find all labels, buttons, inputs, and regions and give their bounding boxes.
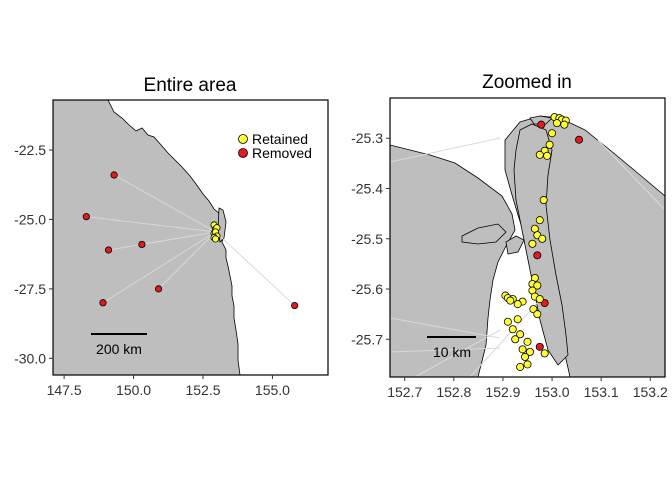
y-tick-label-zoomed-in: -25.7 [351,331,383,347]
legend: Retained Removed [238,131,312,161]
retained-point [540,349,549,358]
x-tick-label-zoomed-in: 152.8 [436,384,471,400]
removed-point [82,213,90,221]
retained-point [535,216,544,225]
track-line [414,329,501,377]
track-line [469,299,541,377]
points-entire-area [82,171,299,310]
y-axis-zoomed-in: -25.3 -25.4 -25.5 -25.6 -25.7 [351,130,390,347]
track-line [597,139,665,211]
removed-point [575,135,584,144]
legend-swatch-retained [238,134,248,144]
retained-point [528,239,537,248]
removed-point [535,342,544,351]
y-tick-label-entire-area: -25.0 [14,211,46,227]
retained-point [535,295,544,304]
removed-point [537,120,546,129]
retained-point [511,335,520,344]
retained-point [539,196,548,205]
x-axis-entire-area: 147.5 150.0 152.5 155.0 [47,375,290,398]
points-zoomed-in [501,113,584,371]
island-small-2 [505,235,525,255]
retained-point [516,362,525,371]
removed-point [104,246,113,254]
x-tick-label-zoomed-in: 152.9 [485,384,520,400]
panel-entire-area: Entire area 147.5 150.0 152.5 155.0 -22.5-2… [14,75,329,398]
legend-label-removed: Removed [252,145,312,161]
retained-point [513,300,522,309]
removed-point [99,299,107,307]
retained-point [523,337,532,346]
panel-title-zoomed-in: Zoomed in [482,72,572,93]
y-tick-label-entire-area: -22.5 [14,142,46,158]
legend-label-retained: Retained [252,131,308,147]
track-lines-zoomed-in [390,137,665,377]
track-line [158,231,216,290]
retained-point [543,151,552,160]
retained-point [538,234,547,243]
retained-point [560,120,569,129]
scale-bar-label-zoomed-in: 10 km [433,344,471,360]
retained-point [503,317,512,326]
y-tick-label-zoomed-in: -25.3 [351,130,383,146]
track-line [102,231,216,304]
x-tick-label-zoomed-in: 153.0 [535,384,570,400]
y-tick-label-zoomed-in: -25.4 [351,180,383,196]
x-axis-zoomed-in: 152.7 152.8 152.9 153.0 153.1 153.2 [387,377,668,400]
retained-point [521,352,530,361]
track-lines-entire-area [86,174,296,306]
track-line [215,231,296,306]
removed-point [154,285,163,293]
retained-point [530,224,539,233]
panel-frame-zoomed-in [389,97,666,378]
retained-point [533,281,542,290]
panel-zoomed-in: Zoomed in 152.7 152.8 152.9 153.0 153.1 153.2… [351,72,668,400]
retained-point [525,347,534,356]
track-line [141,231,216,245]
retained-point [523,360,532,369]
removed-point [533,251,542,260]
x-tick-label-zoomed-in: 153.2 [633,384,668,400]
retained-point [506,296,515,305]
scale-bar-label-entire-area: 200 km [96,341,142,357]
legend-swatch-removed [238,148,248,158]
track-line [86,216,216,233]
x-tick-label-zoomed-in: 152.7 [387,384,422,400]
track-line [390,317,501,339]
track-line [390,347,501,353]
y-axis-entire-area: -22.5 -25.0 -27.5 -30.0 [14,142,53,366]
y-tick-label-zoomed-in: -25.6 [351,281,383,297]
retained-point [545,140,554,149]
x-tick-label-entire-area: 155.0 [255,382,290,398]
retained-point [508,325,517,334]
x-tick-label-entire-area: 152.5 [185,382,220,398]
x-tick-label-entire-area: 150.0 [116,382,151,398]
retained-point [516,330,525,339]
y-tick-label-zoomed-in: -25.5 [351,231,383,247]
retained-point [535,150,544,159]
y-tick-label-entire-area: -27.5 [14,281,46,297]
track-line [390,137,501,163]
x-tick-label-entire-area: 147.5 [47,382,82,398]
y-tick-label-entire-area: -30.0 [14,350,46,366]
removed-point [110,171,118,179]
island-small-3 [529,115,553,125]
removed-point [291,301,299,310]
island-small [461,223,507,245]
panel-frame-entire-area [52,99,329,376]
island-inner [513,123,569,366]
retained-point [552,119,561,128]
retained-point [518,345,527,354]
track-line [113,174,216,233]
retained-point [533,310,542,319]
x-tick-label-zoomed-in: 153.1 [584,384,619,400]
removed-point [138,240,146,249]
retained-point [548,129,557,138]
retained-point [513,315,522,324]
retained-point [211,235,220,243]
panel-title-entire-area: Entire area [144,75,237,96]
